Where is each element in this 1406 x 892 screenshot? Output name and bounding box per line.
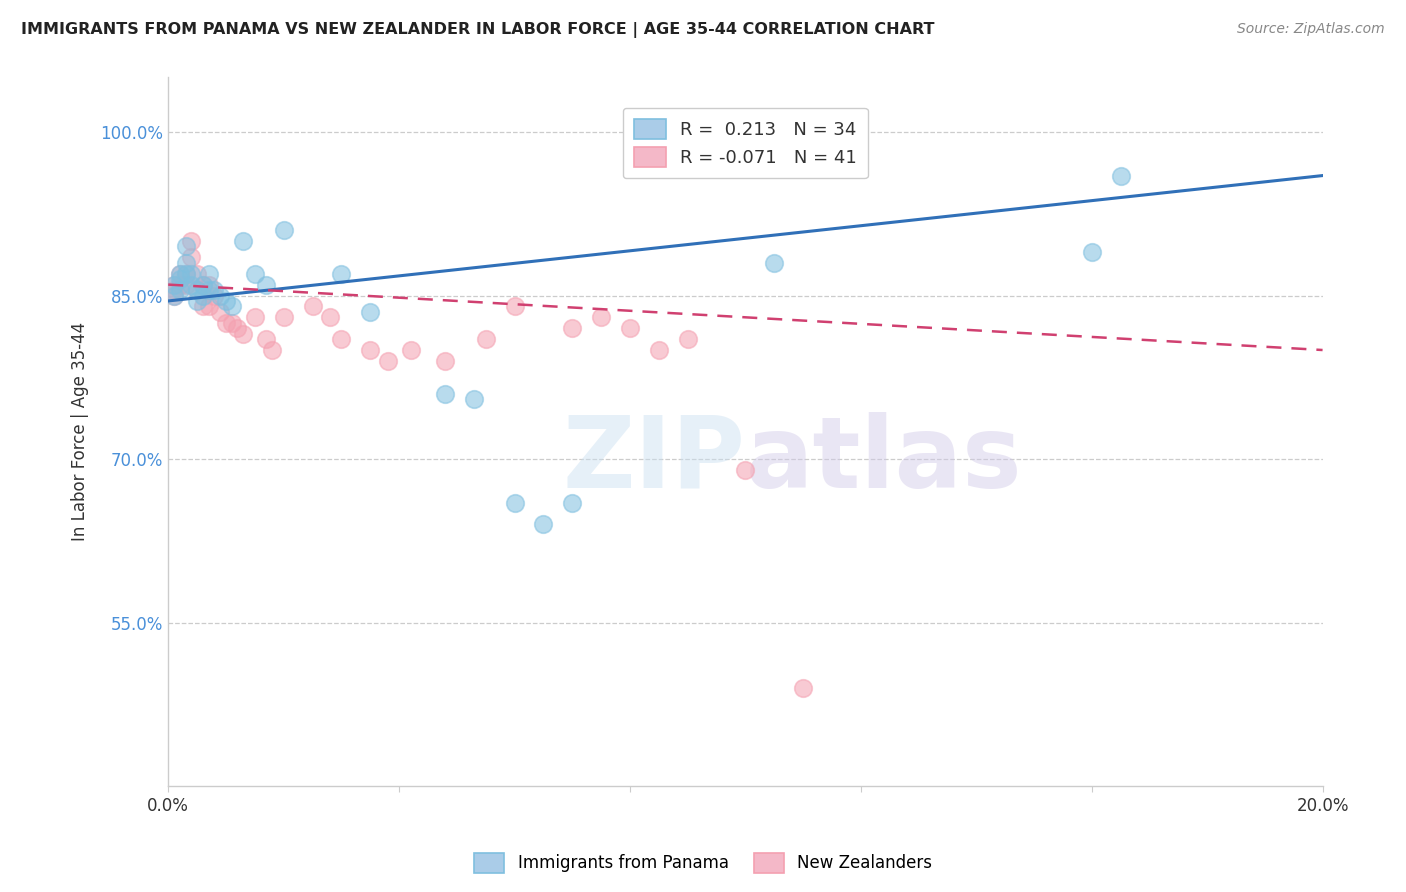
Point <box>215 316 238 330</box>
Point <box>531 517 554 532</box>
Text: atlas: atlas <box>745 411 1022 508</box>
Point <box>734 463 756 477</box>
Point <box>503 300 526 314</box>
Point <box>434 386 457 401</box>
Point <box>163 277 186 292</box>
Point <box>186 293 208 308</box>
Point <box>169 272 191 286</box>
Point <box>561 496 583 510</box>
Text: Source: ZipAtlas.com: Source: ZipAtlas.com <box>1237 22 1385 37</box>
Point <box>174 277 197 292</box>
Point <box>191 288 214 302</box>
Point <box>262 343 284 357</box>
Point <box>1080 244 1102 259</box>
Point <box>561 321 583 335</box>
Point <box>197 267 219 281</box>
Point <box>180 250 202 264</box>
Point <box>648 343 671 357</box>
Point <box>301 300 323 314</box>
Point <box>169 267 191 281</box>
Legend: R =  0.213   N = 34, R = -0.071   N = 41: R = 0.213 N = 34, R = -0.071 N = 41 <box>623 108 868 178</box>
Point <box>169 277 191 292</box>
Point <box>254 277 277 292</box>
Point <box>186 283 208 297</box>
Point <box>180 234 202 248</box>
Point <box>163 288 186 302</box>
Point <box>186 267 208 281</box>
Point <box>215 293 238 308</box>
Point <box>174 239 197 253</box>
Point <box>186 283 208 297</box>
Point <box>174 256 197 270</box>
Point <box>792 681 814 695</box>
Point <box>434 354 457 368</box>
Point <box>1109 169 1132 183</box>
Point <box>226 321 249 335</box>
Y-axis label: In Labor Force | Age 35-44: In Labor Force | Age 35-44 <box>72 322 89 541</box>
Point <box>763 256 786 270</box>
Point <box>163 277 186 292</box>
Point <box>202 288 225 302</box>
Point <box>232 234 254 248</box>
Point <box>254 332 277 346</box>
Point <box>197 283 219 297</box>
Point <box>163 288 186 302</box>
Point <box>330 332 353 346</box>
Point <box>463 392 485 406</box>
Point <box>209 305 232 319</box>
Point <box>273 223 295 237</box>
Point <box>319 310 342 325</box>
Point <box>474 332 496 346</box>
Point <box>619 321 641 335</box>
Point <box>174 267 197 281</box>
Point <box>273 310 295 325</box>
Point <box>221 300 243 314</box>
Point <box>243 310 266 325</box>
Point <box>180 277 202 292</box>
Point <box>191 277 214 292</box>
Point <box>191 300 214 314</box>
Point <box>359 343 381 357</box>
Point <box>180 267 202 281</box>
Point <box>503 496 526 510</box>
Point <box>399 343 422 357</box>
Point <box>169 267 191 281</box>
Point <box>232 326 254 341</box>
Point <box>330 267 353 281</box>
Point <box>197 300 219 314</box>
Point <box>191 277 214 292</box>
Point <box>163 283 186 297</box>
Point <box>243 267 266 281</box>
Point <box>676 332 699 346</box>
Point <box>209 288 232 302</box>
Point <box>591 310 613 325</box>
Text: IMMIGRANTS FROM PANAMA VS NEW ZEALANDER IN LABOR FORCE | AGE 35-44 CORRELATION C: IMMIGRANTS FROM PANAMA VS NEW ZEALANDER … <box>21 22 935 38</box>
Point <box>197 277 219 292</box>
Point <box>174 267 197 281</box>
Point <box>221 316 243 330</box>
Text: ZIP: ZIP <box>562 411 745 508</box>
Legend: Immigrants from Panama, New Zealanders: Immigrants from Panama, New Zealanders <box>468 847 938 880</box>
Point <box>202 283 225 297</box>
Point <box>359 305 381 319</box>
Point <box>377 354 399 368</box>
Point <box>169 283 191 297</box>
